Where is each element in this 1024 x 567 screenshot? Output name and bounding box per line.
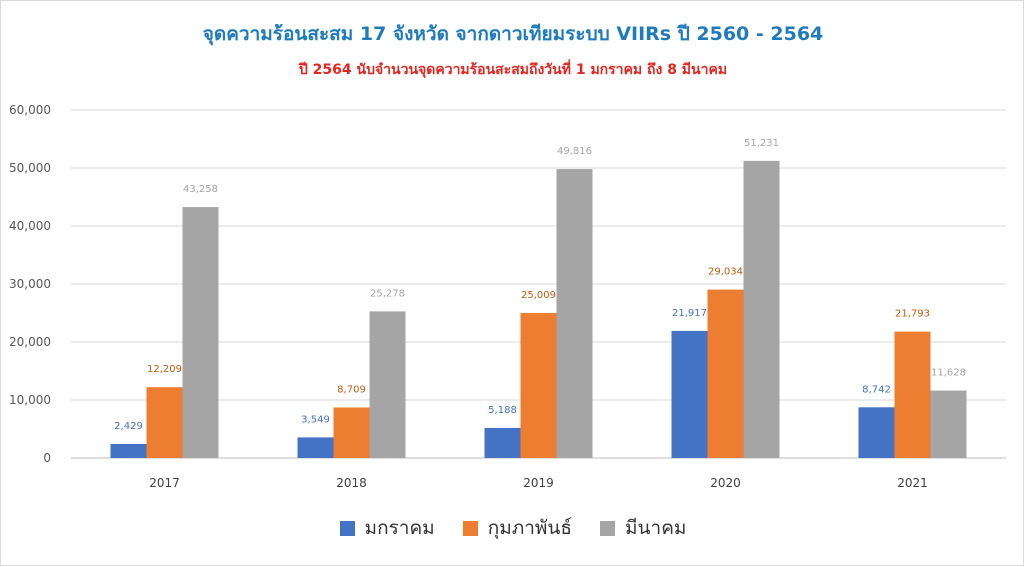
x-tick-label: 2021 — [897, 476, 928, 490]
data-label: 12,209 — [147, 364, 182, 375]
data-label: 11,628 — [931, 368, 966, 379]
y-tick-label: 40,000 — [9, 219, 51, 233]
data-label: 49,816 — [557, 146, 592, 157]
bar — [894, 331, 931, 458]
bar — [297, 437, 334, 458]
y-tick-label: 50,000 — [9, 161, 51, 175]
chart-subtitle: ปี 2564 นับจำนวนจุดความร้อนสะสมถึงวันที่… — [298, 62, 728, 78]
legend-swatch-march — [600, 520, 616, 536]
bar — [930, 390, 967, 458]
legend-label-march: มีนาคม — [625, 517, 687, 539]
legend-swatch-february — [462, 520, 478, 536]
data-label: 5,188 — [488, 405, 517, 416]
bar — [146, 387, 183, 458]
legend-item-january: มกราคม — [339, 513, 435, 543]
legend-item-march: มีนาคม — [600, 513, 686, 543]
bar — [520, 312, 557, 458]
bar — [556, 169, 593, 458]
data-label: 25,009 — [521, 290, 556, 301]
data-label: 8,742 — [862, 384, 891, 395]
bar — [333, 407, 370, 458]
bar — [182, 207, 219, 458]
legend: มกราคม กุมภาพันธ์ มีนาคม — [1, 513, 1024, 543]
y-tick-label: 60,000 — [9, 103, 51, 117]
bar — [858, 407, 895, 458]
x-tick-label: 2019 — [523, 476, 554, 490]
x-tick-label: 2017 — [149, 476, 180, 490]
bar — [707, 289, 744, 458]
bar — [743, 160, 780, 458]
y-tick-label: 10,000 — [9, 393, 51, 407]
data-label: 8,709 — [337, 384, 366, 395]
y-tick-label: 0 — [43, 451, 51, 465]
bar — [484, 427, 521, 458]
data-label: 29,034 — [708, 267, 743, 278]
legend-swatch-january — [339, 520, 355, 536]
data-label: 21,793 — [895, 309, 930, 320]
legend-item-february: กุมภาพันธ์ — [462, 513, 573, 543]
data-label: 21,917 — [672, 308, 707, 319]
data-label: 3,549 — [301, 414, 330, 425]
y-tick-label: 20,000 — [9, 335, 51, 349]
legend-label-february: กุมภาพันธ์ — [487, 517, 573, 539]
x-tick-label: 2020 — [710, 476, 741, 490]
data-label: 51,231 — [744, 138, 779, 149]
bar — [369, 311, 406, 458]
data-label: 2,429 — [114, 421, 143, 432]
data-label: 43,258 — [183, 184, 218, 195]
bar — [671, 330, 708, 458]
x-tick-label: 2018 — [336, 476, 367, 490]
data-label: 25,278 — [370, 288, 405, 299]
y-tick-label: 30,000 — [9, 277, 51, 291]
bar — [110, 443, 147, 458]
legend-label-january: มกราคม — [364, 517, 435, 539]
chart-title: จุดความร้อนสะสม 17 จังหวัด จากดาวเทียมระ… — [202, 23, 824, 45]
